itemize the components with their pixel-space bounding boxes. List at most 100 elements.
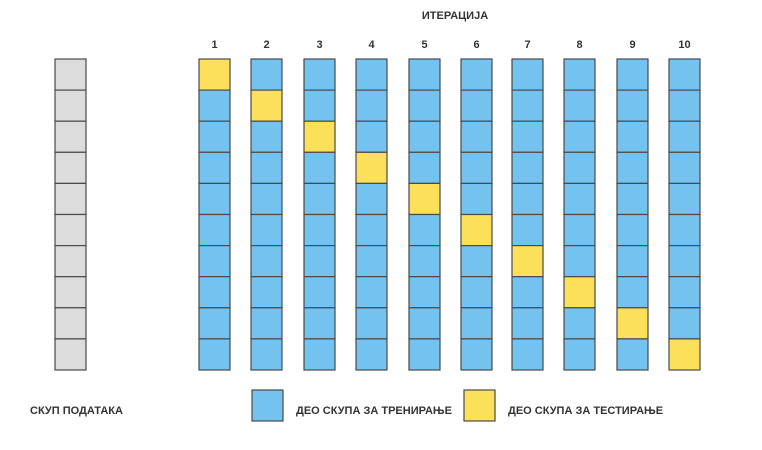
train-fold — [511, 151, 544, 185]
train-fold — [563, 182, 596, 216]
train-fold — [511, 276, 544, 309]
train-fold — [511, 307, 544, 340]
train-fold — [355, 58, 388, 91]
test-fold — [460, 213, 493, 247]
train-fold — [668, 307, 701, 340]
train-fold — [198, 338, 231, 371]
train-fold — [250, 276, 283, 309]
train-fold — [303, 58, 336, 91]
iteration-column — [250, 58, 283, 371]
iteration-number: 7 — [524, 39, 530, 51]
iteration-labels: 1 2 3 4 5 6 7 8 9 10 — [211, 39, 690, 51]
dataset-fold — [54, 276, 87, 309]
iteration-number: 10 — [678, 39, 690, 51]
train-fold — [460, 151, 493, 185]
train-fold — [563, 120, 596, 153]
iteration-column — [616, 58, 649, 371]
train-fold — [616, 151, 649, 185]
train-fold — [616, 276, 649, 309]
train-fold — [616, 89, 649, 122]
train-fold — [355, 338, 388, 371]
train-fold — [668, 245, 701, 278]
train-fold — [408, 213, 441, 247]
train-fold — [408, 151, 441, 185]
train-fold — [460, 89, 493, 122]
train-fold — [198, 307, 231, 340]
train-fold — [668, 58, 701, 91]
iteration-number: 4 — [368, 39, 375, 51]
train-fold — [250, 182, 283, 216]
train-fold — [303, 307, 336, 340]
train-fold — [408, 120, 441, 153]
train-fold — [303, 89, 336, 122]
train-fold — [355, 182, 388, 216]
dataset-fold — [54, 213, 87, 247]
test-fold — [303, 120, 336, 153]
train-fold — [511, 58, 544, 91]
train-fold — [616, 120, 649, 153]
test-fold — [198, 58, 231, 91]
test-fold — [668, 338, 701, 371]
train-fold — [250, 338, 283, 371]
dataset-fold — [54, 182, 87, 216]
legend-test-label: ДЕО СКУПА ЗА ТЕСТИРАЊЕ — [508, 405, 663, 417]
train-fold — [563, 58, 596, 91]
iteration-number: 5 — [421, 39, 427, 51]
train-fold — [668, 182, 701, 216]
legend-train-swatch — [251, 389, 284, 422]
train-fold — [250, 307, 283, 340]
train-fold — [511, 89, 544, 122]
test-fold — [563, 276, 596, 309]
train-fold — [668, 89, 701, 122]
iteration-number: 9 — [629, 39, 635, 51]
iteration-column — [460, 58, 493, 371]
train-fold — [303, 213, 336, 247]
iteration-number: 1 — [211, 39, 217, 51]
train-fold — [668, 120, 701, 153]
dataset-fold — [54, 151, 87, 185]
iteration-title: ИТЕРАЦИЈА — [422, 10, 488, 22]
train-fold — [511, 338, 544, 371]
train-fold — [460, 120, 493, 153]
iteration-number: 6 — [473, 39, 479, 51]
legend-test-swatch — [463, 389, 496, 422]
train-fold — [460, 245, 493, 278]
train-fold — [563, 338, 596, 371]
train-fold — [355, 89, 388, 122]
legend: ДЕО СКУПА ЗА ТРЕНИРАЊЕ ДЕО СКУПА ЗА ТЕСТ… — [251, 389, 663, 422]
dataset-fold — [54, 89, 87, 122]
test-fold — [616, 307, 649, 340]
train-fold — [460, 276, 493, 309]
train-fold — [563, 307, 596, 340]
train-fold — [198, 213, 231, 247]
test-fold — [355, 151, 388, 185]
test-fold — [511, 245, 544, 278]
train-fold — [250, 213, 283, 247]
train-fold — [198, 120, 231, 153]
train-fold — [616, 182, 649, 216]
train-fold — [511, 120, 544, 153]
dataset-fold — [54, 338, 87, 371]
dataset-fold — [54, 307, 87, 340]
train-fold — [250, 120, 283, 153]
train-fold — [303, 338, 336, 371]
train-fold — [616, 338, 649, 371]
train-fold — [250, 58, 283, 91]
train-fold — [198, 151, 231, 185]
iteration-columns — [198, 58, 701, 371]
train-fold — [460, 307, 493, 340]
dataset-label: СКУП ПОДАТАКА — [30, 405, 123, 417]
iteration-column — [563, 58, 596, 371]
train-fold — [616, 58, 649, 91]
train-fold — [303, 151, 336, 185]
train-fold — [198, 276, 231, 309]
legend-train-label: ДЕО СКУПА ЗА ТРЕНИРАЊЕ — [296, 405, 452, 417]
iteration-column — [408, 58, 441, 371]
train-fold — [303, 182, 336, 216]
train-fold — [303, 245, 336, 278]
train-fold — [198, 182, 231, 216]
train-fold — [408, 245, 441, 278]
dataset-fold — [54, 245, 87, 278]
iteration-column — [303, 58, 336, 371]
